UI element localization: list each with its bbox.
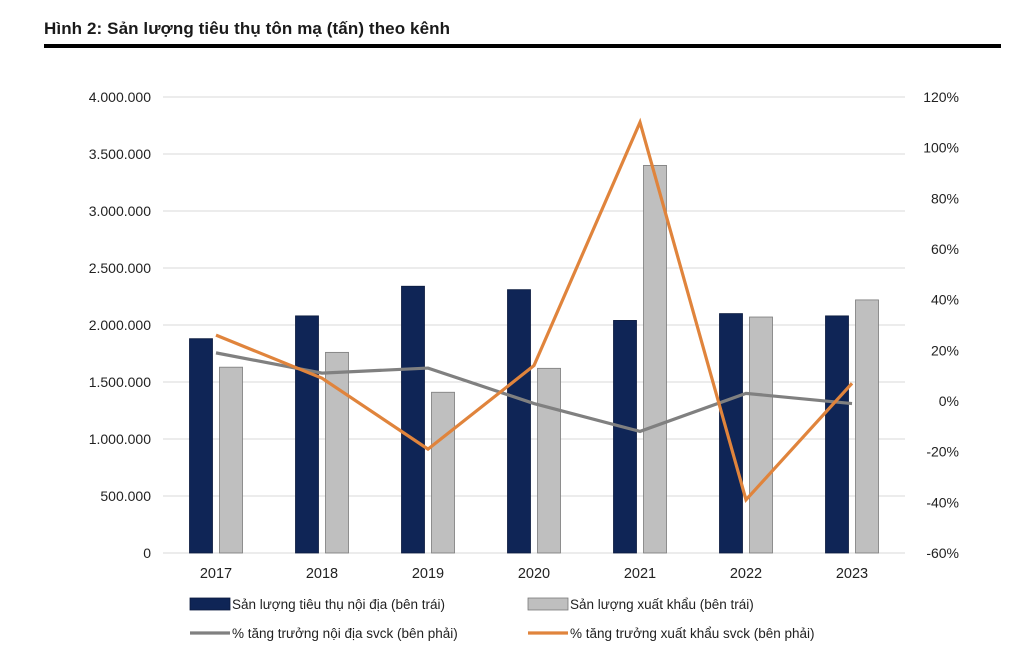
left-axis-tick-label: 3.000.000	[89, 203, 151, 219]
left-axis-tick-label: 500.000	[100, 488, 151, 504]
bar-domestic	[719, 313, 743, 554]
left-axis-ticks: 0 500.000 1.000.000 1.500.000 2.000.000 2.500…	[89, 89, 152, 561]
right-axis-tick-label: 120%	[923, 89, 959, 105]
line-export-growth	[215, 117, 854, 504]
bar-export	[537, 367, 561, 554]
x-axis-tick-label: 2022	[730, 566, 762, 582]
x-axis-tick-label: 2017	[200, 566, 232, 582]
gridlines	[163, 96, 905, 554]
right-axis-tick-label: 100%	[923, 140, 959, 156]
bar-domestic	[613, 320, 637, 554]
left-axis-tick-label: 2.000.000	[89, 317, 151, 333]
bar-domestic	[295, 315, 319, 554]
left-axis-tick-label: 0	[143, 545, 151, 561]
right-axis-tick-label: -40%	[926, 494, 959, 510]
bar-export	[749, 316, 773, 554]
left-axis-tick-label: 2.500.000	[89, 260, 151, 276]
legend-label: % tăng trưởng xuất khẩu svck (bên phải)	[570, 626, 815, 641]
left-axis-tick-label: 1.000.000	[89, 431, 151, 447]
left-axis-tick-label: 1.500.000	[89, 374, 151, 390]
legend-swatch	[189, 597, 231, 611]
left-axis-tick-label: 4.000.000	[89, 89, 151, 105]
x-axis-ticks: 2017 2018 2019 2020 2021 2022 2023	[200, 566, 868, 582]
right-axis-tick-label: 80%	[931, 190, 959, 206]
bar-export	[325, 351, 349, 554]
line-series	[215, 117, 854, 504]
right-axis-tick-label: -20%	[926, 444, 959, 460]
legend: Sản lượng tiêu thụ nội địa (bên trái) Sản…	[189, 597, 815, 641]
legend-swatch	[527, 597, 569, 611]
right-axis-tick-label: -60%	[926, 545, 959, 561]
line-domestic-growth	[215, 351, 853, 434]
bar-series	[189, 164, 879, 554]
legend-label: % tăng trưởng nội địa svck (bên phải)	[232, 626, 458, 641]
legend-label: Sản lượng xuất khẩu (bên trái)	[570, 597, 754, 612]
right-axis-tick-label: 0%	[939, 393, 959, 409]
x-axis-tick-label: 2023	[836, 566, 868, 582]
legend-label: Sản lượng tiêu thụ nội địa (bên trái)	[232, 597, 445, 612]
bar-domestic	[189, 338, 213, 554]
right-axis-tick-label: 40%	[931, 292, 959, 308]
title-rule	[44, 44, 1001, 48]
bar-export	[855, 299, 879, 554]
bar-export	[219, 366, 243, 554]
right-axis-tick-label: 60%	[931, 241, 959, 257]
bar-domestic	[401, 285, 425, 554]
bar-domestic	[825, 315, 849, 554]
bar-export	[431, 391, 455, 554]
right-axis-ticks: -60% -40% -20% 0% 20% 40% 60% 80% 100% 120%	[923, 89, 959, 561]
chart-title: Hình 2: Sản lượng tiêu thụ tôn mạ (tấn) …	[44, 19, 451, 38]
x-axis-tick-label: 2021	[624, 566, 656, 582]
x-axis-tick-label: 2018	[306, 566, 338, 582]
x-axis-tick-label: 2019	[412, 566, 444, 582]
bar-domestic	[507, 289, 531, 554]
x-axis-tick-label: 2020	[518, 566, 550, 582]
bar-export	[643, 164, 667, 554]
right-axis-tick-label: 20%	[931, 342, 959, 358]
left-axis-tick-label: 3.500.000	[89, 146, 151, 162]
